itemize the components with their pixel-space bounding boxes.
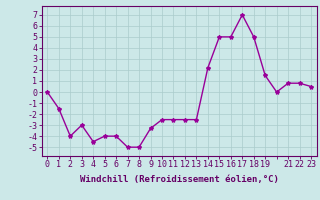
X-axis label: Windchill (Refroidissement éolien,°C): Windchill (Refroidissement éolien,°C) [80, 175, 279, 184]
